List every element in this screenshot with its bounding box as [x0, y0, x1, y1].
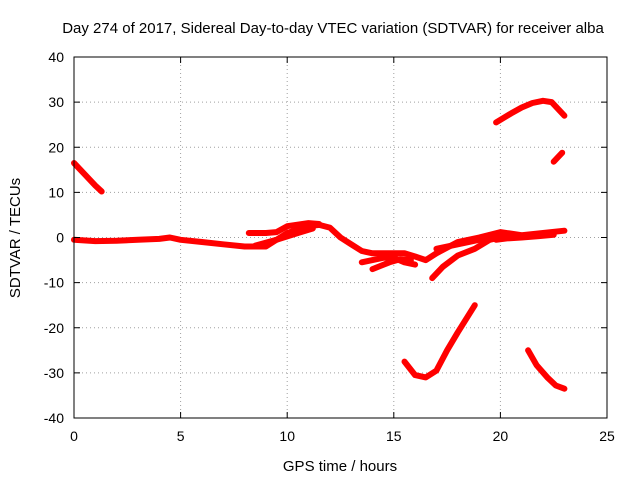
- y-tick-label: -20: [44, 320, 64, 336]
- series-layer: [71, 97, 568, 392]
- y-tick-label: -10: [44, 275, 64, 291]
- y-tick-label: 0: [56, 230, 64, 246]
- series-seg-mid-upper-a: [245, 220, 323, 236]
- y-tick-label: 40: [48, 49, 64, 65]
- x-tick-label: 25: [599, 428, 615, 444]
- series-seg-start-decline: [71, 160, 105, 195]
- y-tick-label: -30: [44, 365, 64, 381]
- x-tick-label: 20: [493, 428, 509, 444]
- y-tick-label: 30: [48, 94, 64, 110]
- series-seg-climb-a: [429, 234, 504, 282]
- series-seg-dip-lower-b: [369, 256, 414, 273]
- y-tick-label: 20: [48, 139, 64, 155]
- x-tick-label: 10: [279, 428, 295, 444]
- series-seg-lower-right: [525, 347, 568, 392]
- x-tick-label: 5: [177, 428, 185, 444]
- series-seg-upper-arc: [493, 97, 568, 126]
- series-seg-mid-upper-b: [252, 225, 316, 249]
- x-axis-label: GPS time / hours: [283, 458, 397, 475]
- y-tick-label: 10: [48, 184, 64, 200]
- x-tick-label: 15: [386, 428, 402, 444]
- tick-layer: 0 5 10 15 20 25 -40 -30 -20 -10 0 10 20 30 40: [44, 49, 615, 444]
- x-tick-label: 0: [70, 428, 78, 444]
- chart-title: Day 274 of 2017, Sidereal Day-to-day VTE…: [62, 20, 604, 37]
- y-axis-label: SDTVAR / TECUs: [7, 178, 24, 298]
- series-seg-climb-b: [433, 230, 508, 252]
- y-tick-label: -40: [44, 410, 64, 426]
- series-seg-tail-lower: [493, 231, 557, 243]
- series-seg-upper-short: [550, 149, 566, 165]
- series-seg-lower-bowl: [401, 302, 478, 381]
